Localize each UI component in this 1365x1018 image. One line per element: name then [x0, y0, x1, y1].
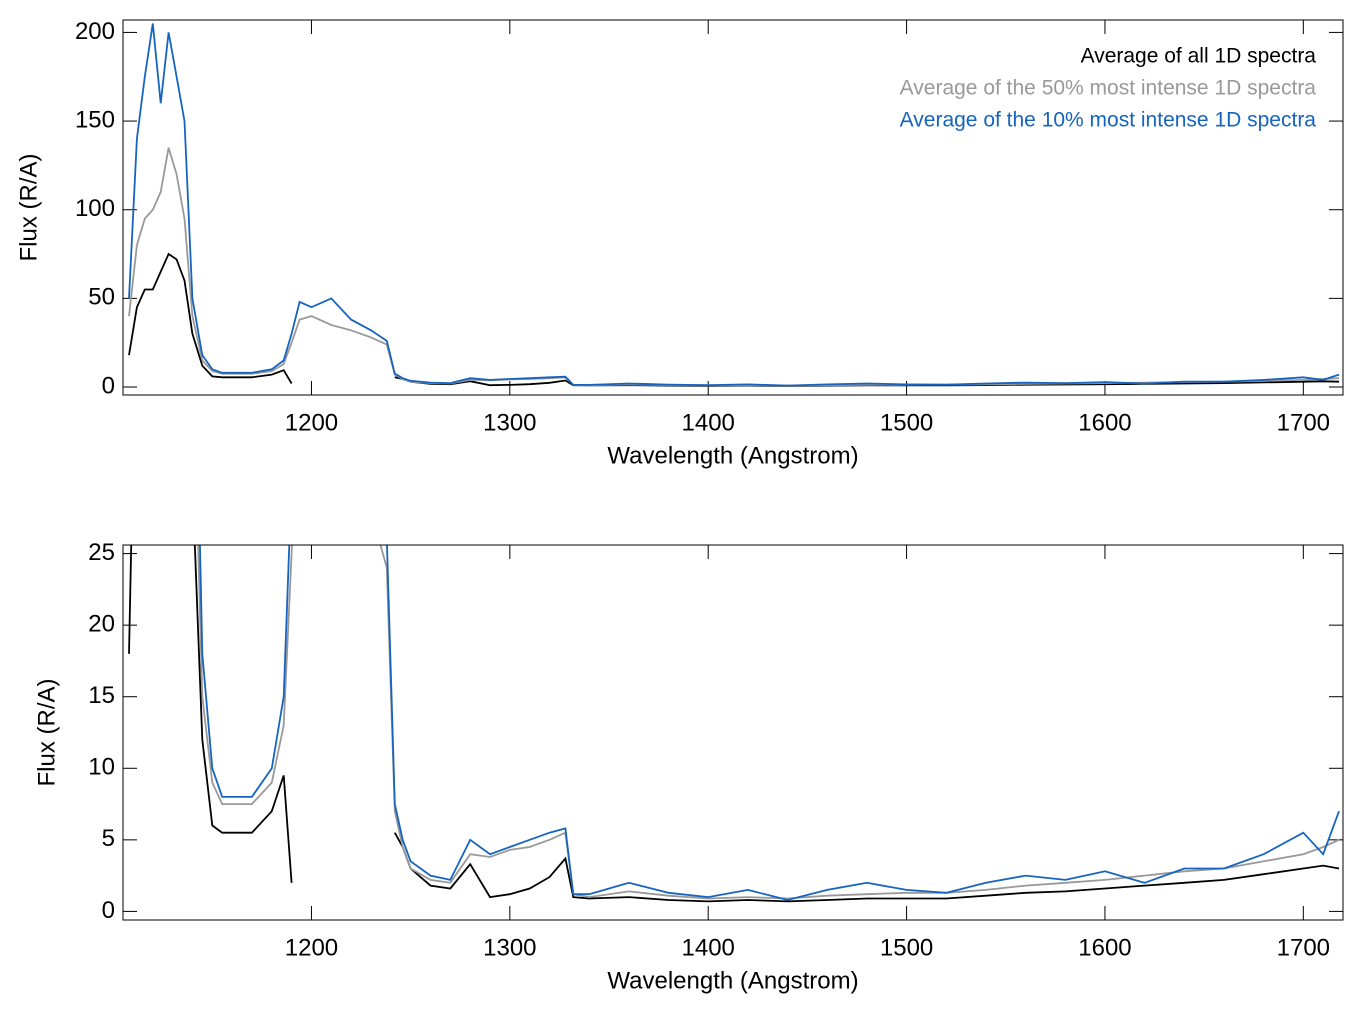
y-tick-label: 5	[102, 825, 115, 852]
y-tick-label: 150	[75, 106, 115, 133]
spectrum-line	[128, 23, 1340, 387]
spectrum-line	[128, 147, 1340, 387]
y-axis-title: Flux (R/A)	[33, 679, 60, 787]
x-tick-label: 1300	[483, 934, 536, 961]
y-tick-label: 10	[88, 754, 115, 781]
y-tick-label: 20	[88, 610, 115, 637]
x-tick-label: 1400	[682, 409, 735, 436]
chart-panel: 1200 1300 1400 1500 1600 1700 0 50 100 150 200 Wave…	[15, 18, 1344, 469]
legend-entry: Average of the 50% most intense 1D spect…	[900, 77, 1317, 100]
y-tick-label: 100	[75, 195, 115, 222]
spectrum-line	[128, 545, 1340, 903]
x-tick-label: 1300	[483, 409, 536, 436]
x-tick-label: 1700	[1277, 409, 1330, 436]
chart-panel: 1200 1300 1400 1500 1600 1700 0 5 10 15 20 25 Wavele…	[33, 539, 1344, 994]
spectrum-line	[199, 545, 1340, 901]
legend-entry: Average of all 1D spectra	[1081, 45, 1317, 68]
spectrum-line	[197, 545, 1340, 900]
legend-entry: Average of the 10% most intense 1D spect…	[900, 109, 1317, 132]
plot-frame	[122, 19, 1344, 396]
x-tick-label: 1600	[1078, 934, 1131, 961]
plot-frame	[122, 544, 1344, 921]
x-tick-label: 1200	[285, 934, 338, 961]
spectrum-line	[128, 252, 1340, 387]
x-axis-title: Wavelength (Angstrom)	[607, 967, 858, 994]
y-tick-label: 50	[88, 284, 115, 311]
x-tick-label: 1600	[1078, 409, 1131, 436]
x-tick-label: 1500	[880, 409, 933, 436]
x-tick-label: 1200	[285, 409, 338, 436]
x-tick-label: 1700	[1277, 934, 1330, 961]
y-axis-title: Flux (R/A)	[15, 154, 42, 262]
y-tick-label: 0	[102, 372, 115, 399]
y-tick-label: 0	[102, 897, 115, 924]
y-tick-label: 25	[88, 539, 115, 566]
x-tick-label: 1400	[682, 934, 735, 961]
x-tick-label: 1500	[880, 934, 933, 961]
y-tick-label: 200	[75, 18, 115, 45]
x-axis-title: Wavelength (Angstrom)	[607, 442, 858, 469]
y-tick-label: 15	[88, 682, 115, 709]
